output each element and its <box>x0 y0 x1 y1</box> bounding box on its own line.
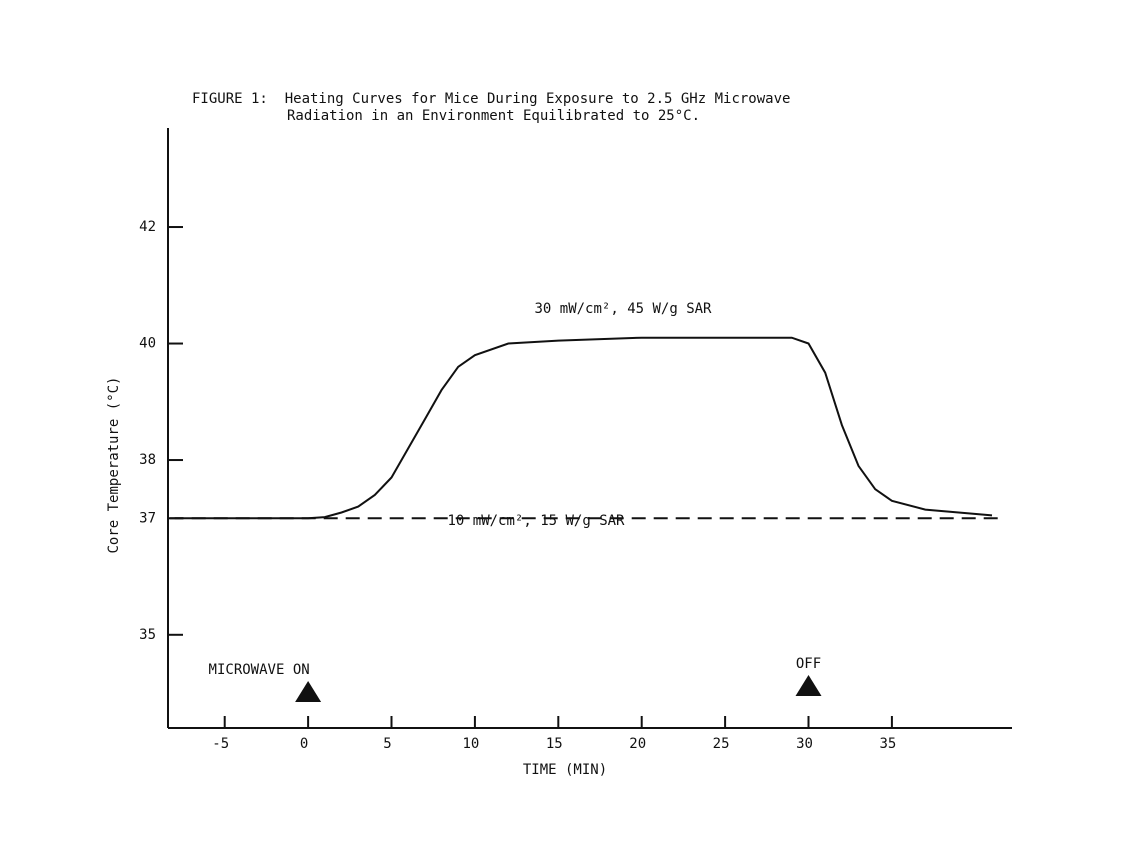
x-tick-label: 25 <box>713 736 730 752</box>
chart-subtitle: Radiation in an Environment Equilibrated… <box>287 108 700 124</box>
x-tick-label: 20 <box>629 736 646 752</box>
series-line <box>174 336 993 520</box>
x-tick-label: 15 <box>546 736 563 752</box>
marker-label: MICROWAVE ON <box>209 662 310 678</box>
series-label: 10 mW/cm², 15 W/g SAR <box>447 513 625 529</box>
x-tick-label: 30 <box>796 736 813 752</box>
x-tick-label: 35 <box>879 736 896 752</box>
x-tick-label: 10 <box>462 736 479 752</box>
x-axis-label: TIME (MIN) <box>523 762 607 778</box>
chart-title: FIGURE 1: Heating Curves for Mice During… <box>192 91 790 107</box>
marker-label: OFF <box>796 656 821 672</box>
x-tick-label: -5 <box>212 736 229 752</box>
series-label: 30 mW/cm², 45 W/g SAR <box>534 301 712 317</box>
y-tick-label: 35 <box>139 627 156 643</box>
x-tick-label: 5 <box>383 736 391 752</box>
y-tick-label: 42 <box>139 219 156 235</box>
y-tick-label: 40 <box>139 336 156 352</box>
x-tick-label: 0 <box>300 736 308 752</box>
y-axis-label: Core Temperature (°C) <box>106 376 122 553</box>
marker-triangle <box>295 681 322 702</box>
y-tick-label: 37 <box>139 510 156 526</box>
y-tick-label: 38 <box>139 452 156 468</box>
marker-triangle <box>795 675 822 696</box>
